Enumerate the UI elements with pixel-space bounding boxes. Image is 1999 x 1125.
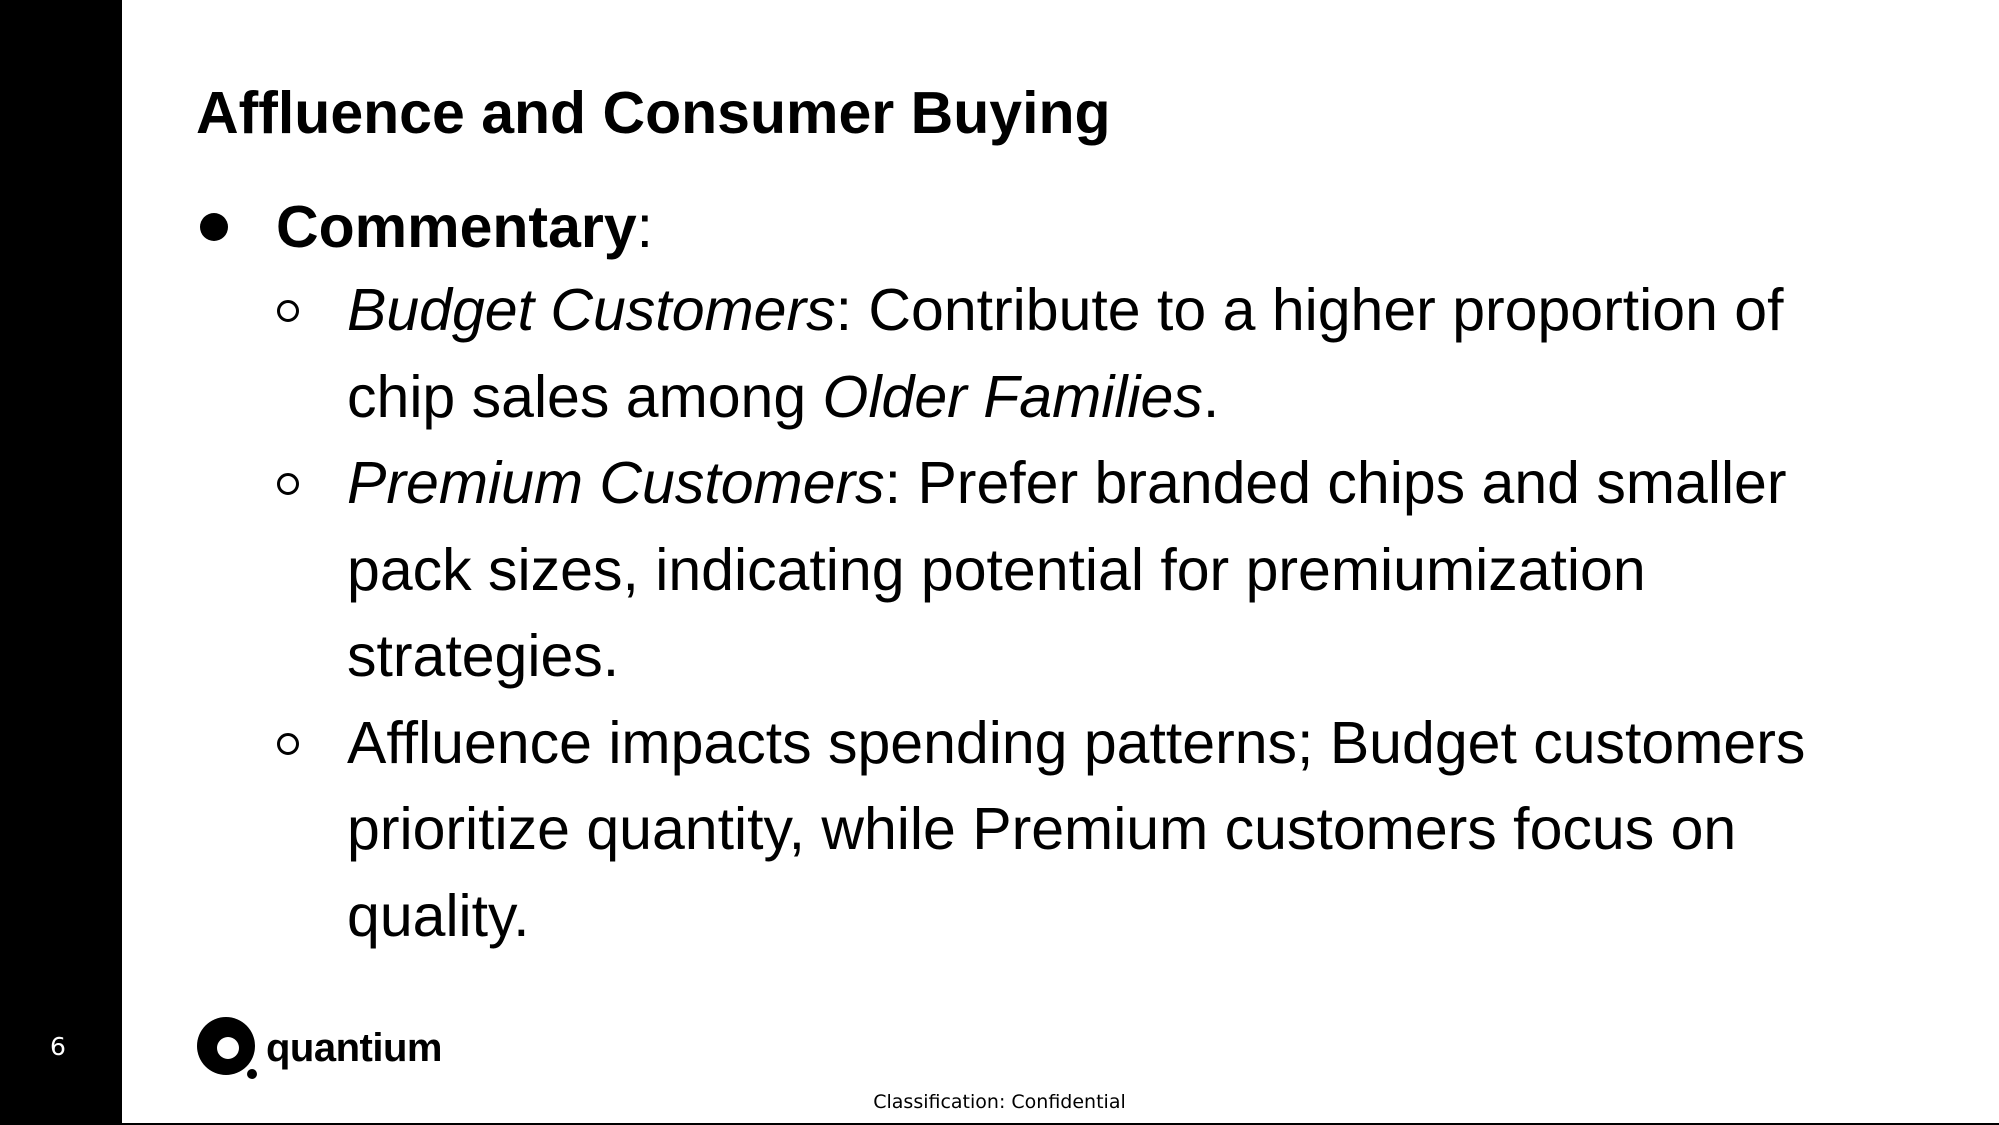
- point-line: pack sizes, indicating potential for pre…: [347, 536, 1646, 603]
- hollow-bullet-icon: [277, 473, 299, 495]
- point-line: Affluence impacts spending patterns; Bud…: [347, 709, 1806, 776]
- point-term: Budget Customers: [347, 277, 836, 343]
- point-text: : Contribute to a higher proportion of: [835, 277, 1784, 343]
- sidebar: [0, 0, 122, 1125]
- point-line: Budget Customers: Contribute to a higher…: [347, 267, 1913, 354]
- list-item: Premium Customers: Prefer branded chips …: [273, 440, 1913, 700]
- point-line: Premium Customers: Prefer branded chips …: [347, 440, 1913, 527]
- point-emphasis: Older Families: [822, 363, 1203, 430]
- hollow-bullet-icon: [277, 732, 299, 755]
- bottom-divider: [0, 1123, 1999, 1125]
- point-text: .: [1202, 363, 1220, 430]
- point-line: chip sales among Older Families.: [347, 354, 1913, 441]
- point-text: : Prefer branded chips and smaller: [884, 450, 1787, 516]
- point-line: prioritize quantity, while Premium custo…: [347, 796, 1737, 862]
- logo-wordmark: quantium: [266, 1026, 442, 1070]
- quantium-logo-icon: [197, 1017, 257, 1079]
- commentary-bullet: Commentary:: [196, 187, 653, 267]
- point-term: Premium Customers: [347, 450, 885, 516]
- point-text: chip sales among: [347, 363, 823, 430]
- filled-bullet-icon: [200, 213, 228, 241]
- point-line: strategies.: [347, 623, 620, 689]
- hollow-bullet-icon: [277, 300, 299, 322]
- classification-label: Classification: Confidential: [873, 1091, 1126, 1113]
- commentary-colon: :: [636, 194, 654, 260]
- commentary-label: Commentary: [276, 194, 637, 260]
- point-line: quality.: [347, 882, 530, 949]
- page-number: 6: [50, 1032, 66, 1061]
- list-item: Affluence impacts spending patterns; Bud…: [273, 700, 1913, 960]
- commentary-points: Budget Customers: Contribute to a higher…: [273, 267, 1913, 959]
- list-item: Budget Customers: Contribute to a higher…: [273, 267, 1913, 440]
- quantium-logo: quantium: [196, 1016, 442, 1080]
- slide-title: Affluence and Consumer Buying: [196, 80, 1111, 146]
